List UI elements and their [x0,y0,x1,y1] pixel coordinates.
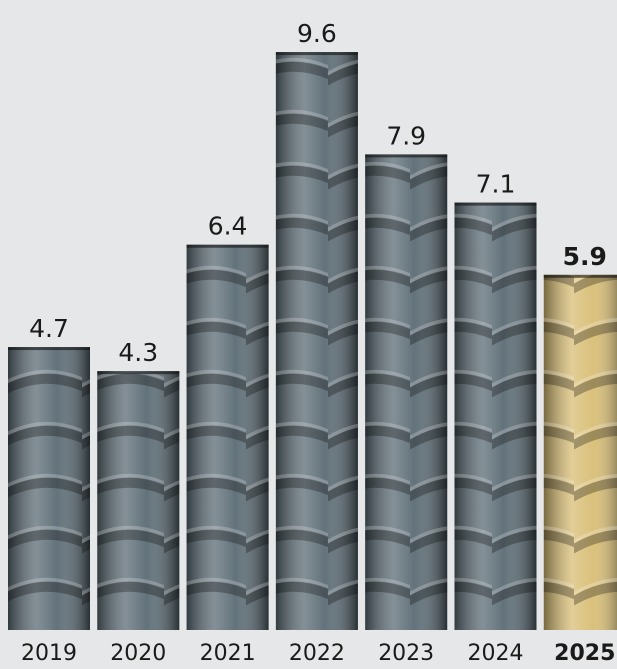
x-tick-label: 2024 [468,641,524,666]
bar-top-edge [543,274,617,278]
x-tick-label: 2025 [554,641,615,666]
bar-ribs [275,52,358,630]
bar-top-edge [97,371,180,375]
value-label: 7.9 [386,121,426,150]
x-tick-label: 2020 [110,641,166,666]
bar-ribs [186,244,269,630]
value-label: 6.4 [208,212,248,241]
x-tick-label: 2021 [200,641,256,666]
bar-ribs [365,154,448,631]
x-tick-label: 2022 [289,641,345,666]
bar-top-edge [186,244,269,248]
bar-ribs [97,371,180,630]
bar-top-edge [8,347,90,351]
value-label: 7.1 [476,170,516,199]
value-label: 5.9 [563,242,607,271]
bar-ribs [454,202,537,630]
value-label: 9.6 [297,19,337,48]
value-label: 4.7 [29,314,69,343]
x-tick-label: 2023 [378,641,434,666]
x-tick-label: 2019 [21,641,77,666]
bar-ribs [543,274,617,630]
bar-top-edge [275,52,358,56]
bar-top-edge [454,202,537,206]
value-label: 4.3 [118,338,158,367]
bar-ribs [8,347,90,630]
bar-top-edge [365,154,448,158]
